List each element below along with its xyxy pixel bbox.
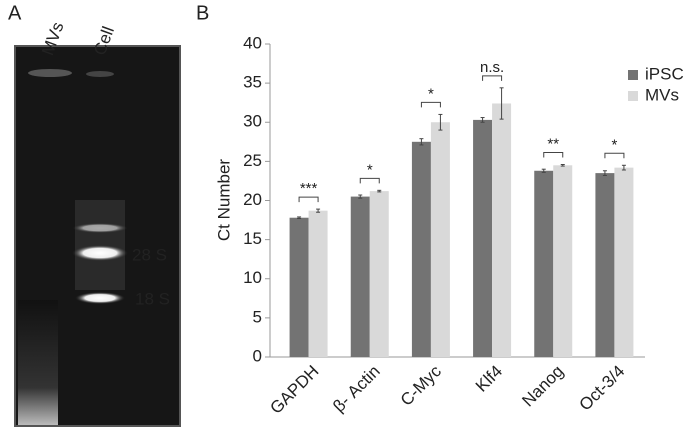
error-bar: [499, 87, 504, 120]
band-label: 28 S: [132, 245, 167, 264]
legend-label: MVs: [645, 85, 679, 104]
band: [72, 245, 128, 261]
y-tick-label: 30: [243, 112, 262, 131]
bar: [350, 196, 370, 357]
band: [75, 292, 125, 304]
y-tick-label: 35: [243, 73, 262, 92]
significance-bracket: [298, 196, 319, 203]
error-bar: [377, 189, 382, 193]
gel-border: [14, 45, 181, 427]
significance-bracket: [359, 177, 380, 184]
band: [72, 223, 128, 233]
x-tick-label: GAPDH: [266, 362, 322, 418]
error-bar: [358, 194, 363, 199]
x-tick-label: β- Actin: [329, 362, 383, 416]
error-bar: [438, 113, 443, 131]
panel-label: A: [8, 2, 22, 24]
error-bar: [419, 138, 424, 146]
error-bar: [316, 208, 321, 213]
significance-label: **: [547, 135, 559, 152]
legend-label: iPSC: [645, 64, 684, 83]
significance-label: ***: [300, 180, 318, 197]
significance-bracket: [482, 75, 503, 81]
y-tick-label: 5: [253, 307, 262, 326]
bar: [430, 122, 450, 357]
significance-label: n.s.: [480, 59, 504, 76]
error-bar: [480, 117, 485, 123]
x-tick-label: Oct-3/4: [576, 362, 629, 415]
bar: [369, 191, 389, 357]
well: [28, 69, 72, 77]
band-label: 18 S: [135, 289, 170, 308]
bar: [308, 210, 328, 357]
bar: [492, 103, 512, 357]
significance-bracket: [420, 101, 441, 108]
significance-bracket: [604, 152, 625, 159]
y-tick-label: 0: [253, 346, 262, 365]
significance-label: *: [428, 85, 434, 102]
x-tick-label: Nanog: [518, 362, 567, 411]
legend-swatch: [628, 70, 638, 80]
error-bar: [602, 170, 607, 176]
legend-swatch: [628, 91, 638, 101]
y-axis-label: Ct Number: [214, 159, 233, 242]
y-tick-label: 15: [243, 229, 262, 248]
bar: [614, 167, 634, 357]
x-tick-label: C-Myc: [397, 361, 446, 410]
panel-label: B: [196, 2, 209, 24]
smear: [18, 300, 58, 425]
well: [86, 71, 114, 77]
significance-bracket: [543, 152, 564, 158]
y-tick-label: 10: [243, 268, 262, 287]
bar: [595, 173, 615, 357]
bar: [534, 170, 554, 357]
error-bar: [297, 216, 302, 219]
error-bar: [560, 164, 565, 167]
y-tick-label: 25: [243, 151, 262, 170]
bar: [473, 119, 493, 357]
significance-label: *: [367, 161, 373, 178]
error-bar: [541, 168, 546, 173]
bar: [411, 141, 431, 357]
y-tick-label: 40: [243, 33, 262, 52]
significance-label: *: [611, 136, 617, 153]
bar: [289, 217, 309, 357]
error-bar: [621, 164, 626, 171]
bar: [553, 165, 573, 357]
y-tick-label: 20: [243, 190, 262, 209]
x-tick-label: Klf4: [472, 362, 506, 396]
